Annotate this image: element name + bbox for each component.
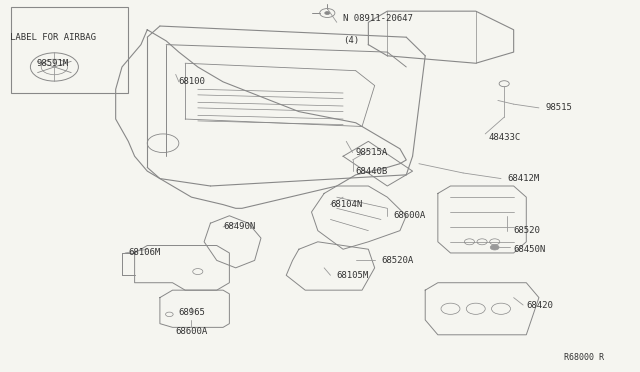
Text: 68600A: 68600A xyxy=(175,327,207,336)
Text: LABEL FOR AIRBAG: LABEL FOR AIRBAG xyxy=(10,33,95,42)
Text: 48433C: 48433C xyxy=(488,133,520,142)
Text: 98515: 98515 xyxy=(545,103,572,112)
Text: 68412M: 68412M xyxy=(508,174,540,183)
Text: R68000 R: R68000 R xyxy=(564,353,604,362)
Text: 68420: 68420 xyxy=(526,301,553,310)
Text: (4): (4) xyxy=(343,36,359,45)
Bar xyxy=(12,7,128,93)
Text: 68600A: 68600A xyxy=(394,211,426,220)
Text: 68520A: 68520A xyxy=(381,256,413,265)
Text: 68965: 68965 xyxy=(178,308,205,317)
Text: 68104N: 68104N xyxy=(330,200,363,209)
Text: 68106M: 68106M xyxy=(128,248,161,257)
Text: 68450N: 68450N xyxy=(514,245,546,254)
Text: 68105M: 68105M xyxy=(337,271,369,280)
Text: N 08911-20647: N 08911-20647 xyxy=(343,14,413,23)
Text: 98591M: 98591M xyxy=(36,59,68,68)
Text: 68440B: 68440B xyxy=(356,167,388,176)
Text: 98515A: 98515A xyxy=(356,148,388,157)
Circle shape xyxy=(490,245,499,250)
Circle shape xyxy=(324,12,330,15)
Text: 68100: 68100 xyxy=(179,77,205,86)
Text: 68520: 68520 xyxy=(514,226,541,235)
Text: 68490N: 68490N xyxy=(223,222,255,231)
